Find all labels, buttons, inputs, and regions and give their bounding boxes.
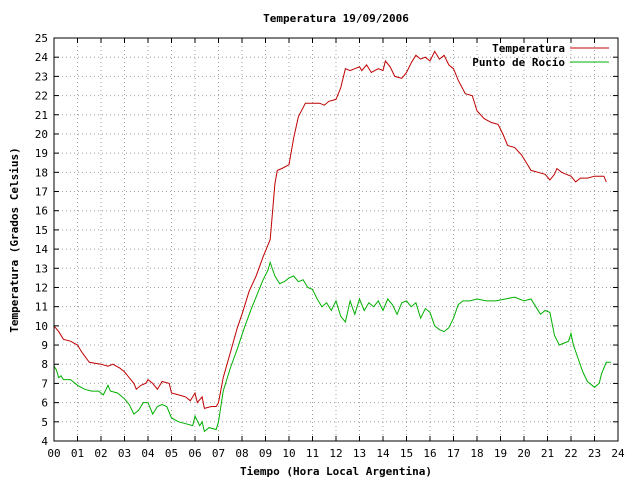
x-tick-label: 03 — [118, 447, 131, 460]
series-line-punto-de-rocio — [53, 260, 611, 433]
legend: Temperatura Punto de Rocío — [472, 42, 609, 69]
x-tick-label: 08 — [235, 447, 248, 460]
x-tick-labels: 00 01 02 03 04 05 06 07 08 09 10 11 12 13 14 15 16 17 18 19… — [47, 447, 625, 460]
x-tick-label: 02 — [94, 447, 107, 460]
x-tick-label: 06 — [188, 447, 201, 460]
x-tick-label: 16 — [423, 447, 436, 460]
x-tick-label: 17 — [447, 447, 460, 460]
legend-label-punto-de-rocio: Punto de Rocío — [472, 56, 565, 69]
x-tick-label: 21 — [541, 447, 554, 460]
y-tick-label: 18 — [35, 166, 48, 179]
y-tick-label: 23 — [35, 70, 48, 83]
x-tick-label: 22 — [564, 447, 577, 460]
x-tick-label: 20 — [517, 447, 530, 460]
y-tick-label: 7 — [41, 377, 48, 390]
y-tick-label: 22 — [35, 90, 48, 103]
y-tick-label: 4 — [41, 435, 48, 448]
x-tick-label: 23 — [588, 447, 601, 460]
y-tick-label: 5 — [41, 416, 48, 429]
y-tick-label: 25 — [35, 32, 48, 45]
y-tick-label: 13 — [35, 262, 48, 275]
x-tick-label: 14 — [376, 447, 390, 460]
legend-label-temperatura: Temperatura — [492, 42, 565, 55]
x-axis-label: Tiempo (Hora Local Argentina) — [240, 465, 432, 478]
y-tick-label: 11 — [35, 301, 48, 314]
y-tick-label: 6 — [41, 397, 48, 410]
y-tick-label: 16 — [35, 205, 48, 218]
x-tick-label: 09 — [259, 447, 272, 460]
y-axis-label: Temperatura (Grados Celsius) — [8, 147, 21, 332]
chart-title: Temperatura 19/09/2006 — [263, 12, 409, 25]
y-tick-label: 17 — [35, 186, 48, 199]
x-tick-label: 12 — [329, 447, 342, 460]
x-tick-label: 10 — [282, 447, 295, 460]
y-tick-label: 10 — [35, 320, 48, 333]
y-tick-label: 24 — [35, 51, 49, 64]
x-tick-label: 05 — [165, 447, 178, 460]
x-tick-label: 11 — [306, 447, 319, 460]
y-tick-label: 21 — [35, 109, 48, 122]
x-tick-label: 13 — [353, 447, 366, 460]
series-line-temperatura — [53, 50, 607, 410]
y-tick-label: 20 — [35, 128, 48, 141]
x-tick-label: 18 — [470, 447, 483, 460]
ticks — [53, 37, 619, 442]
y-tick-label: 12 — [35, 281, 48, 294]
x-tick-label: 04 — [141, 447, 155, 460]
y-tick-label: 19 — [35, 147, 48, 160]
x-tick-label: 24 — [611, 447, 625, 460]
series-layer — [53, 50, 611, 433]
x-tick-label: 00 — [47, 447, 60, 460]
y-tick-label: 14 — [35, 243, 49, 256]
y-tick-label: 8 — [41, 358, 48, 371]
x-tick-label: 19 — [494, 447, 507, 460]
x-tick-label: 15 — [400, 447, 413, 460]
y-tick-label: 15 — [35, 224, 48, 237]
x-tick-label: 01 — [71, 447, 84, 460]
y-tick-label: 9 — [41, 339, 48, 352]
y-tick-labels: 4 5 6 7 8 9 10 11 12 13 14 15 16 17 18 19 20 21 22 23 24 25 — [35, 32, 49, 448]
x-tick-label: 07 — [212, 447, 225, 460]
